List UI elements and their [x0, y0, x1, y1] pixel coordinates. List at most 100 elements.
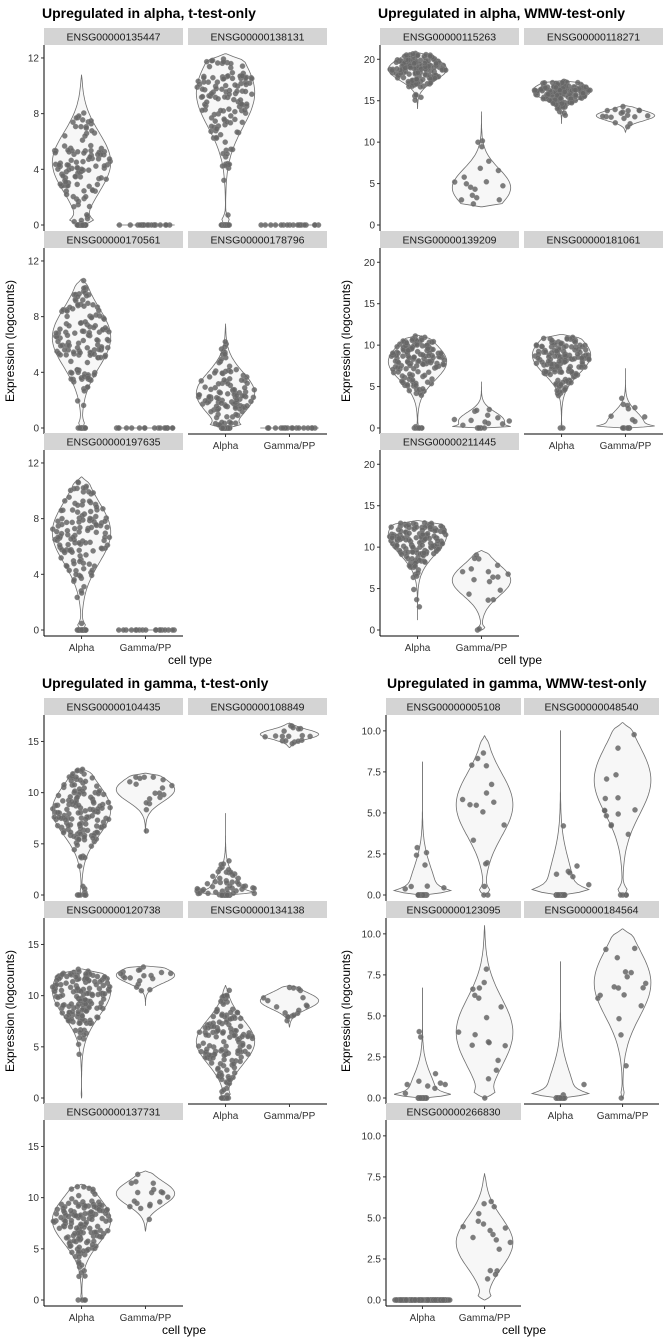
alpha-point	[106, 156, 113, 162]
alpha-point	[67, 1243, 73, 1249]
alpha-point	[74, 149, 81, 155]
alpha-point	[80, 158, 86, 165]
alpha-point	[220, 861, 227, 867]
x-tick-label: Alpha	[548, 1111, 574, 1122]
alpha-point	[91, 324, 97, 331]
gamma-point	[619, 109, 626, 115]
alpha-point	[232, 108, 238, 115]
y-tick-label: 10	[364, 341, 376, 352]
alpha-violin	[530, 961, 591, 1099]
alpha-point	[99, 1215, 105, 1222]
alpha-point	[62, 133, 68, 139]
alpha-point	[211, 1023, 217, 1030]
gamma-point	[502, 1225, 509, 1231]
alpha-point	[422, 60, 428, 66]
alpha-point	[71, 485, 77, 492]
gamma-point	[497, 587, 504, 593]
gamma-point	[618, 1032, 624, 1038]
alpha-point	[403, 340, 410, 346]
alpha-point	[568, 379, 574, 386]
alpha-point	[406, 71, 412, 77]
gamma-point	[468, 566, 475, 572]
alpha-point	[74, 222, 81, 228]
alpha-point	[438, 523, 444, 529]
gamma-point	[137, 1205, 144, 1212]
alpha-point	[60, 829, 67, 836]
y-tick-label: 10	[364, 138, 376, 149]
alpha-point	[70, 119, 76, 125]
alpha-point	[77, 320, 84, 326]
alpha-point	[58, 824, 65, 831]
alpha-point	[395, 359, 402, 366]
gamma-point	[156, 790, 163, 796]
gamma-point	[604, 107, 611, 114]
alpha-point	[101, 823, 107, 829]
alpha-point	[57, 352, 64, 358]
gamma-point	[483, 966, 490, 972]
alpha-point	[208, 408, 214, 415]
alpha-point	[235, 875, 242, 882]
alpha-point	[219, 892, 225, 898]
alpha-point	[202, 384, 208, 390]
alpha-point	[554, 363, 561, 370]
alpha-point	[429, 376, 435, 382]
alpha-point	[93, 823, 100, 829]
alpha-point	[70, 771, 76, 777]
alpha-point	[427, 53, 433, 59]
alpha-point	[196, 1029, 203, 1035]
alpha-point	[83, 821, 89, 827]
alpha-point	[222, 162, 229, 169]
alpha-point	[83, 293, 90, 299]
y-tick-label: 12	[28, 458, 40, 469]
gamma-point	[483, 763, 490, 769]
alpha-point	[209, 57, 215, 64]
alpha-point	[86, 489, 92, 495]
alpha-point	[71, 969, 77, 976]
alpha-point	[574, 863, 580, 869]
alpha-point	[419, 343, 426, 349]
alpha-point	[82, 425, 89, 431]
alpha-point	[395, 369, 401, 375]
gamma-point	[621, 992, 627, 998]
alpha-point	[425, 1297, 431, 1303]
alpha-point	[550, 100, 556, 107]
alpha-point	[560, 823, 567, 829]
alpha-point	[219, 370, 225, 376]
alpha-point	[96, 346, 102, 353]
alpha-point	[578, 364, 585, 370]
alpha-point	[63, 980, 69, 986]
alpha-point	[557, 87, 563, 93]
alpha-point	[75, 1192, 82, 1199]
alpha-point	[580, 90, 586, 97]
alpha-point	[442, 1081, 448, 1088]
alpha-point	[72, 1199, 79, 1206]
alpha-point	[72, 173, 78, 180]
gamma-point	[128, 425, 135, 431]
gamma-point	[486, 406, 493, 413]
alpha-point	[219, 1046, 225, 1053]
gamma-point	[282, 1010, 288, 1016]
gamma-point	[160, 776, 166, 783]
alpha-point	[196, 81, 203, 88]
alpha-point	[67, 984, 74, 991]
gamma-point	[265, 425, 272, 431]
alpha-point	[390, 350, 396, 356]
alpha-point	[80, 1215, 87, 1222]
alpha-point	[74, 794, 80, 801]
alpha-point	[251, 885, 257, 892]
alpha-point	[431, 533, 437, 539]
alpha-point	[71, 846, 78, 853]
alpha-point	[402, 1090, 409, 1097]
y-tick-label: 15	[28, 737, 40, 748]
alpha-point	[224, 391, 231, 397]
alpha-point	[411, 60, 417, 67]
facet-panel: ENSG00000115263 0 5 10 15 20	[364, 28, 519, 232]
alpha-point	[400, 353, 406, 359]
alpha-point	[239, 63, 246, 69]
alpha-point	[228, 60, 234, 67]
alpha-point	[52, 809, 59, 816]
alpha-point	[246, 1044, 252, 1050]
alpha-point	[419, 542, 425, 548]
